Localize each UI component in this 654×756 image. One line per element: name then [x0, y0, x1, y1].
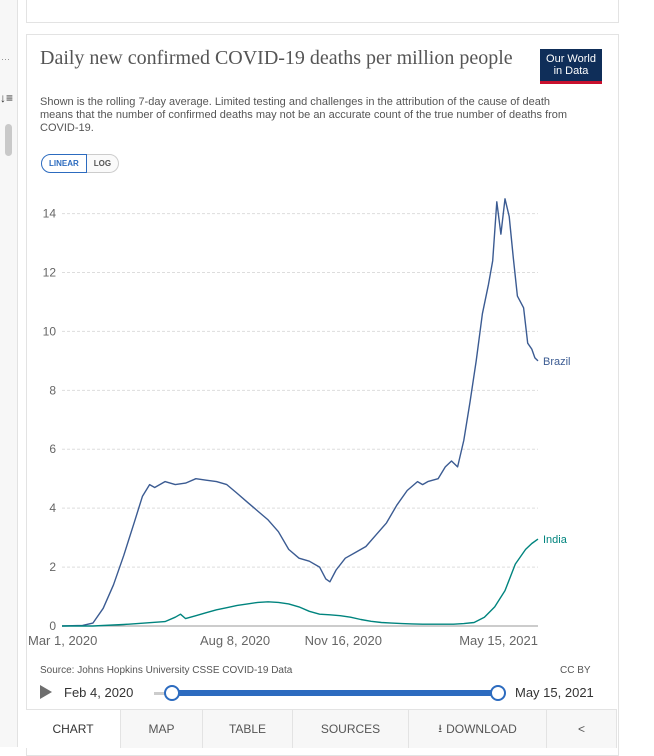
y-tick-label: 10	[43, 324, 57, 338]
log-button[interactable]: LOG	[86, 154, 120, 173]
more-icon[interactable]: ···	[1, 54, 10, 64]
tab-bar: CHART MAP TABLE SOURCES ⭳ DOWNLOAD <	[26, 709, 617, 748]
tab-download[interactable]: ⭳ DOWNLOAD	[409, 710, 547, 748]
license-text[interactable]: CC BY	[560, 665, 591, 676]
y-tick-label: 14	[43, 207, 57, 221]
y-tick-label: 8	[49, 383, 56, 397]
y-tick-label: 12	[43, 265, 57, 279]
tab-table-label: TABLE	[228, 722, 267, 736]
tab-map[interactable]: MAP	[121, 710, 203, 748]
timeline-end-handle[interactable]	[490, 685, 506, 701]
y-tick-label: 6	[49, 442, 56, 456]
scrollbar-thumb[interactable]	[5, 124, 12, 156]
chart-title: Daily new confirmed COVID-19 deaths per …	[40, 47, 513, 69]
series-label-india: India	[543, 534, 568, 546]
tab-chart-label: CHART	[52, 722, 94, 736]
linear-button[interactable]: LINEAR	[41, 154, 87, 173]
left-sidebar: ··· ↓≡	[0, 0, 18, 747]
chart-subtitle: Shown is the rolling 7-day average. Limi…	[40, 96, 568, 134]
x-tick-label: Nov 16, 2020	[305, 633, 382, 648]
source-text[interactable]: Source: Johns Hopkins University CSSE CO…	[40, 665, 293, 676]
series-line-brazil	[61, 198, 539, 627]
sort-icon[interactable]: ↓≡	[0, 91, 14, 105]
x-tick-label: Aug 8, 2020	[200, 633, 270, 648]
share-button[interactable]: <	[547, 710, 617, 748]
timeline: Feb 4, 2020 May 15, 2021	[40, 683, 610, 703]
tab-chart[interactable]: CHART	[26, 710, 121, 748]
y-tick-label: 4	[49, 501, 56, 515]
timeline-end-label: May 15, 2021	[515, 685, 594, 700]
timeline-start-handle[interactable]	[164, 685, 180, 701]
tab-sources[interactable]: SOURCES	[293, 710, 409, 748]
tab-sources-label: SOURCES	[320, 722, 381, 736]
tab-map-label: MAP	[148, 722, 175, 736]
x-tick-label: Mar 1, 2020	[28, 633, 97, 648]
tab-table[interactable]: TABLE	[203, 710, 293, 748]
play-icon[interactable]	[40, 685, 52, 699]
x-tick-label: May 15, 2021	[459, 633, 538, 648]
previous-card	[26, 0, 619, 23]
share-icon: <	[577, 722, 585, 736]
series-line-india	[62, 538, 539, 627]
timeline-range[interactable]	[172, 690, 498, 696]
timeline-start-label: Feb 4, 2020	[64, 685, 134, 700]
owid-logo[interactable]: Our World in Data	[540, 49, 602, 84]
y-tick-label: 0	[49, 619, 56, 633]
series-label-brazil: Brazil	[543, 356, 571, 368]
y-tick-label: 2	[49, 560, 56, 574]
scale-toggle: LINEAR LOG	[41, 154, 120, 173]
timeline-track-inactive[interactable]	[154, 692, 172, 695]
tab-download-label: DOWNLOAD	[446, 722, 517, 736]
chart-card	[26, 34, 619, 756]
logo-text: Our World in Data	[546, 53, 596, 77]
line-chart: 0 2 4 6 8 10 12 14 Mar 1, 2020 Aug 8, 2020 Nov 16,…	[28, 198, 571, 648]
download-icon: ⭳	[438, 722, 443, 735]
